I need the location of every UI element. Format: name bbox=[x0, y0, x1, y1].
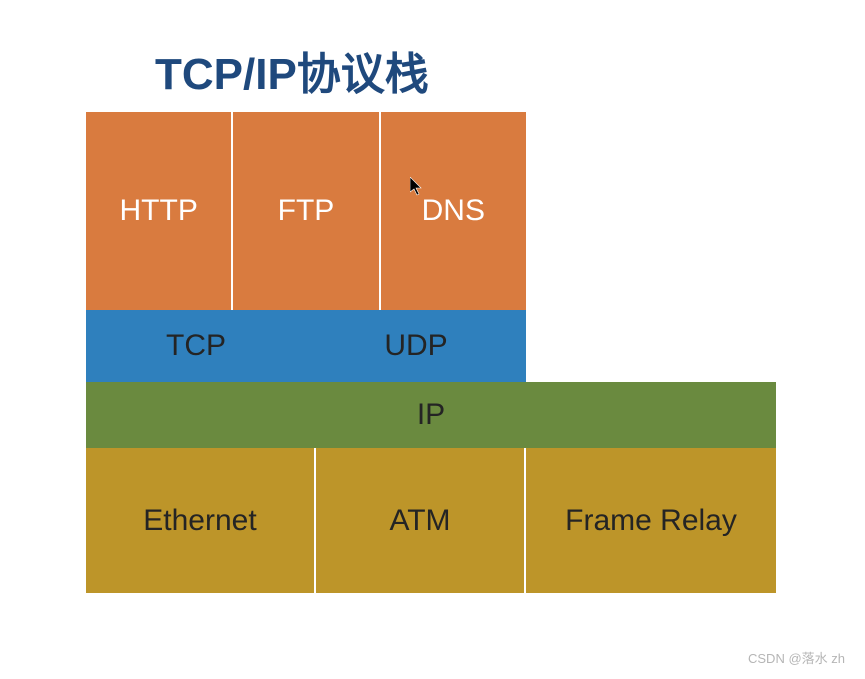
app-cell-http: HTTP bbox=[86, 112, 233, 310]
diagram-title: TCP/IP协议栈 bbox=[155, 38, 429, 102]
link-cell-ethernet: Ethernet bbox=[86, 448, 316, 593]
network-cell-ip: IP bbox=[86, 382, 776, 448]
link-cell-framerelay: Frame Relay bbox=[526, 448, 776, 593]
transport-cell-tcp: TCP bbox=[86, 310, 306, 382]
watermark-text: CSDN @落水 zh bbox=[748, 648, 845, 667]
app-cell-ftp: FTP bbox=[233, 112, 380, 310]
transport-layer: TCP UDP bbox=[86, 310, 526, 382]
link-layer: Ethernet ATM Frame Relay bbox=[86, 448, 776, 593]
protocol-stack: HTTP FTP DNS TCP UDP IP Ethernet ATM Fra… bbox=[86, 112, 776, 593]
transport-cell-udp: UDP bbox=[306, 310, 526, 382]
application-layer: HTTP FTP DNS bbox=[86, 112, 526, 310]
app-cell-dns: DNS bbox=[381, 112, 526, 310]
network-layer: IP bbox=[86, 382, 776, 448]
link-cell-atm: ATM bbox=[316, 448, 526, 593]
